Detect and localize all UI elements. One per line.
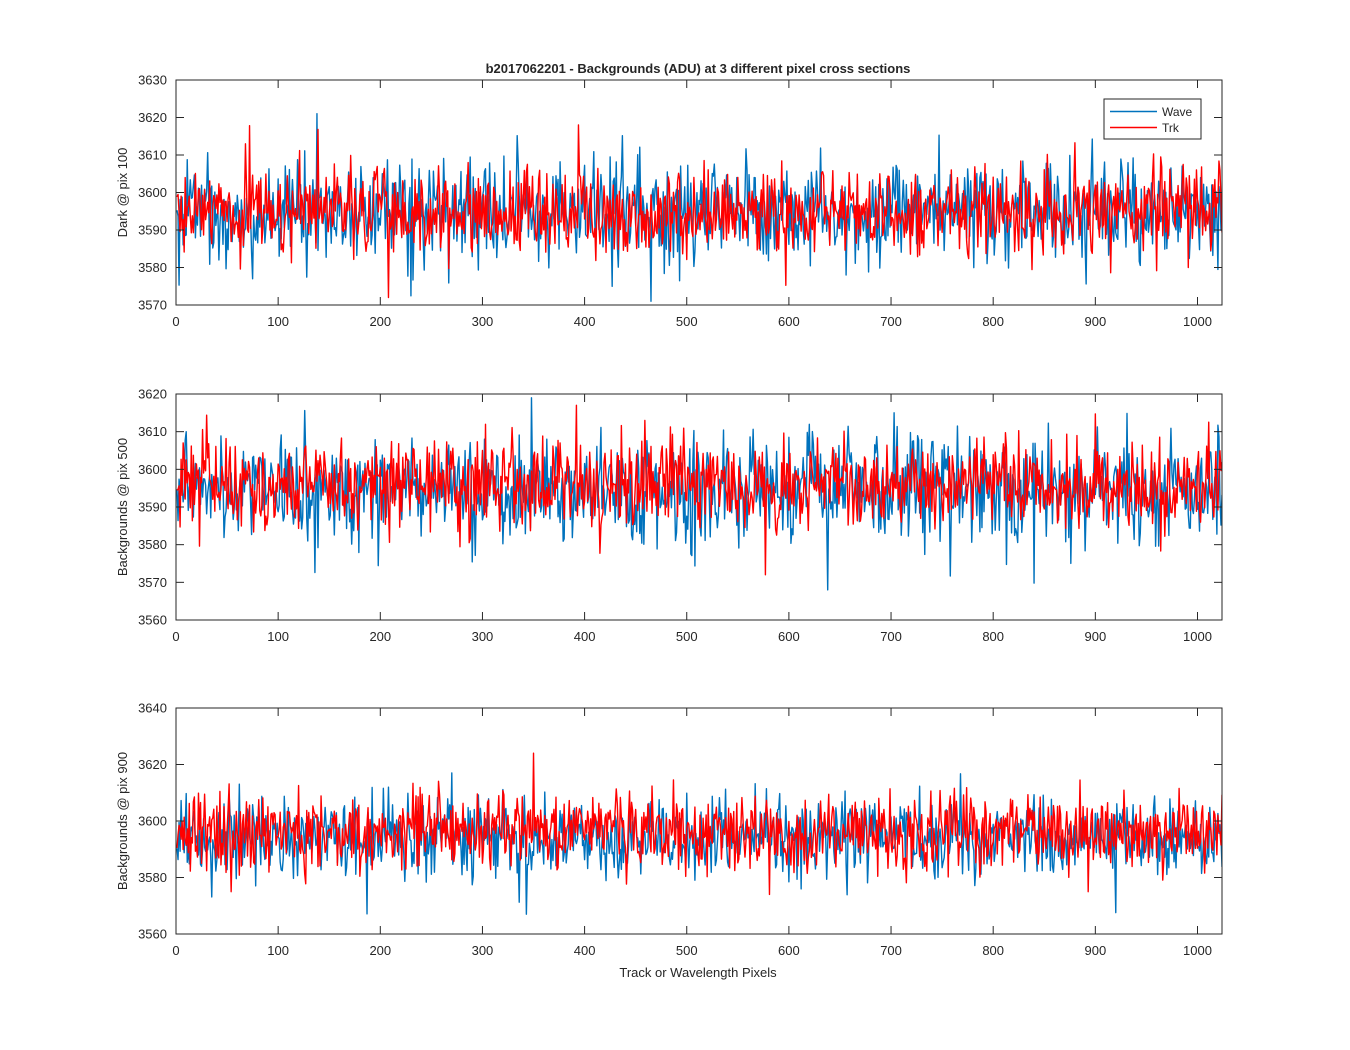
y-tick-label: 3600: [138, 814, 167, 829]
y-tick-label: 3620: [138, 110, 167, 125]
y-axis-label: Dark @ pix 100: [115, 148, 130, 238]
y-tick-label: 3630: [138, 73, 167, 88]
y-axis-label: Backgrounds @ pix 900: [115, 752, 130, 890]
x-tick-label: 800: [982, 314, 1004, 329]
x-tick-label: 500: [676, 314, 698, 329]
x-axis-label: Track or Wavelength Pixels: [619, 965, 777, 980]
x-tick-label: 200: [369, 314, 391, 329]
x-tick-label: 1000: [1183, 629, 1212, 644]
x-tick-label: 500: [676, 943, 698, 958]
x-tick-label: 800: [982, 943, 1004, 958]
x-tick-label: 300: [472, 943, 494, 958]
series-line-trk: [176, 752, 1222, 896]
x-tick-label: 200: [369, 943, 391, 958]
y-tick-label: 3590: [138, 223, 167, 238]
x-tick-label: 400: [574, 629, 596, 644]
y-tick-label: 3620: [138, 757, 167, 772]
y-tick-label: 3590: [138, 500, 167, 515]
legend-box: [1103, 98, 1202, 140]
x-tick-label: 100: [267, 629, 289, 644]
x-tick-label: 1000: [1183, 943, 1212, 958]
y-tick-label: 3600: [138, 462, 167, 477]
y-axis-label: Backgrounds @ pix 500: [115, 438, 130, 576]
x-tick-label: 200: [369, 629, 391, 644]
panel-backgrounds-pix-500: 0 100 200 300 400 500 600 700 800 900 1000 3560 3570…: [115, 387, 1223, 644]
y-tick-label: 3580: [138, 870, 167, 885]
x-tick-label: 600: [778, 314, 800, 329]
panel-backgrounds-pix-900: 0 100 200 300 400 500 600 700 800 900 1000 3560 3580…: [115, 701, 1223, 958]
x-tick-label: 700: [880, 943, 902, 958]
x-tick-label: 800: [982, 629, 1004, 644]
x-tick-label: 0: [172, 314, 179, 329]
panel-dark-pix-100: 0 100 200 300 400 500 600 700 800 900 1000 3570 3580…: [115, 73, 1223, 329]
x-tick-label: 100: [267, 314, 289, 329]
y-tick-label: 3560: [138, 927, 167, 942]
series-line-trk: [176, 404, 1222, 576]
y-tick-label: 3610: [138, 148, 167, 163]
legend-label-wave: Wave: [1162, 105, 1193, 119]
y-tick-label: 3560: [138, 613, 167, 628]
x-tick-label: 600: [778, 943, 800, 958]
x-tick-label: 300: [472, 314, 494, 329]
x-tick-label: 0: [172, 629, 179, 644]
x-tick-label: 900: [1084, 629, 1106, 644]
x-tick-label: 100: [267, 943, 289, 958]
y-tick-label: 3570: [138, 575, 167, 590]
x-tick-label: 400: [574, 314, 596, 329]
x-tick-label: 900: [1084, 943, 1106, 958]
x-tick-label: 500: [676, 629, 698, 644]
legend: Wave Trk: [1103, 98, 1202, 140]
series-line-wave: [176, 397, 1222, 591]
x-tick-label: 700: [880, 314, 902, 329]
y-tick-label: 3600: [138, 185, 167, 200]
x-tick-label: 400: [574, 943, 596, 958]
y-tick-label: 3640: [138, 701, 167, 716]
series-line-wave: [176, 113, 1222, 302]
legend-label-trk: Trk: [1162, 121, 1180, 135]
y-tick-label: 3570: [138, 298, 167, 313]
x-tick-label: 300: [472, 629, 494, 644]
y-tick-label: 3580: [138, 260, 167, 275]
y-tick-label: 3620: [138, 387, 167, 402]
x-tick-label: 700: [880, 629, 902, 644]
y-tick-label: 3580: [138, 537, 167, 552]
x-tick-label: 900: [1084, 314, 1106, 329]
series-line-trk: [176, 124, 1222, 299]
x-tick-label: 600: [778, 629, 800, 644]
y-tick-label: 3610: [138, 424, 167, 439]
x-tick-label: 0: [172, 943, 179, 958]
figure-title: b2017062201 - Backgrounds (ADU) at 3 dif…: [486, 61, 911, 76]
x-tick-label: 1000: [1183, 314, 1212, 329]
